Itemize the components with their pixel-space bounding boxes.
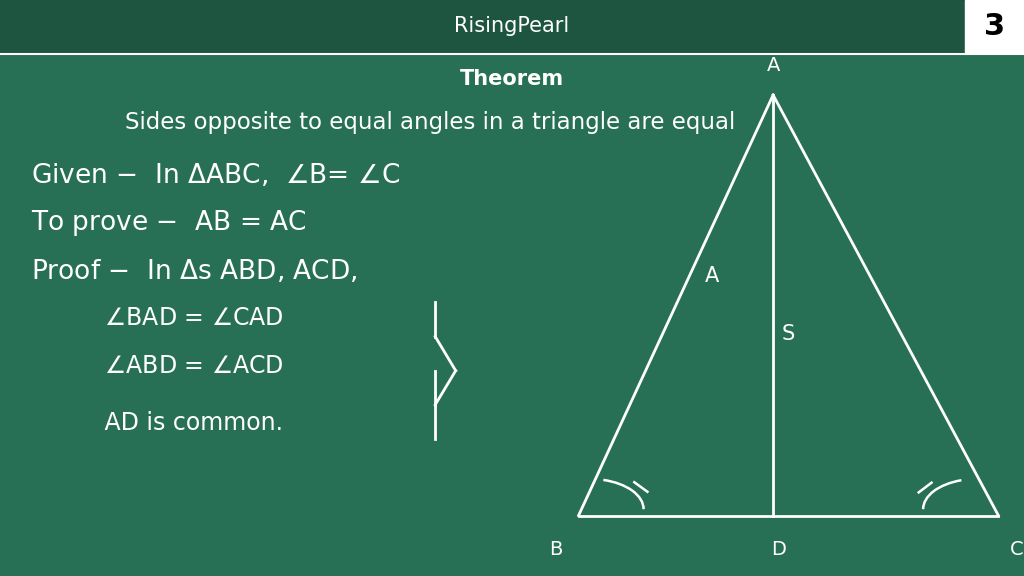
Text: D: D bbox=[771, 540, 785, 559]
Text: A: A bbox=[705, 267, 719, 286]
Text: Given $-$  In $\Delta$ABC,  $\angle$B= $\angle$C: Given $-$ In $\Delta$ABC, $\angle$B= $\a… bbox=[31, 162, 399, 189]
Bar bbox=[0, 0, 1024, 53]
Text: $\angle$ABD = $\angle$ACD: $\angle$ABD = $\angle$ACD bbox=[82, 354, 284, 378]
Text: C: C bbox=[1010, 540, 1024, 559]
Text: Theorem: Theorem bbox=[460, 70, 564, 89]
Bar bbox=[965, 0, 1024, 53]
Text: 3: 3 bbox=[984, 12, 1005, 41]
Text: AD is common.: AD is common. bbox=[82, 411, 283, 435]
Text: S: S bbox=[782, 324, 795, 344]
Text: Sides opposite to equal angles in a triangle are equal: Sides opposite to equal angles in a tria… bbox=[125, 111, 735, 134]
Text: RisingPearl: RisingPearl bbox=[455, 17, 569, 36]
Text: A: A bbox=[766, 56, 780, 75]
Text: To prove $-$  AB = AC: To prove $-$ AB = AC bbox=[31, 209, 306, 238]
Text: Proof $-$  In $\Delta$s ABD, ACD,: Proof $-$ In $\Delta$s ABD, ACD, bbox=[31, 259, 357, 285]
Text: B: B bbox=[549, 540, 563, 559]
Text: $\angle$BAD = $\angle$CAD: $\angle$BAD = $\angle$CAD bbox=[82, 306, 284, 330]
